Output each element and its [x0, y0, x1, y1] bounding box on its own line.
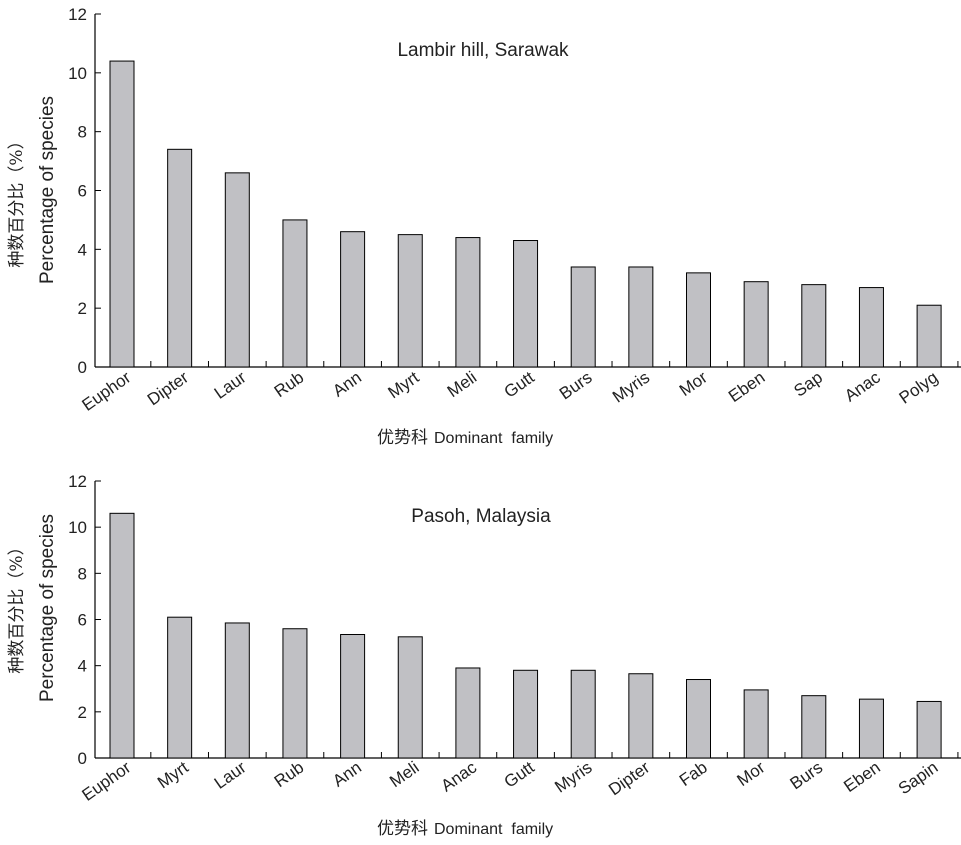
y-tick-label: 4	[78, 657, 87, 676]
x-axis-label-en: Dominant family	[434, 430, 553, 447]
y-tick-label: 2	[78, 299, 87, 318]
bar-ann	[340, 634, 366, 759]
x-tick-label: Dipter	[144, 368, 192, 410]
bar-mor	[686, 272, 711, 368]
bar-myrt	[397, 234, 423, 368]
y-axis-label-cn: 种数百分比（%）	[7, 132, 27, 267]
bar-dipter	[167, 148, 193, 368]
x-tick-label: Rub	[271, 368, 307, 401]
bar-burs	[570, 266, 596, 368]
x-tick-label: Eben	[725, 368, 768, 406]
y-axis-label: Percentage of species	[37, 514, 58, 702]
x-tick-label: Mor	[734, 758, 769, 791]
bar-mor	[743, 689, 769, 759]
x-tick-labels: Euphor Myrt Laur Rub Ann Meli Anac Gutt Myris Dip…	[78, 757, 941, 804]
y-ticks: 0 2 4 6 8 10 12	[68, 472, 101, 768]
bar-euphor	[109, 512, 135, 759]
x-tick-label: Sapin	[895, 758, 942, 799]
bar-eben	[858, 698, 884, 759]
y-tick-label: 6	[78, 182, 87, 201]
bar-anac	[455, 667, 481, 759]
x-tick-label: Dipter	[605, 758, 653, 800]
x-ticks	[150, 361, 959, 367]
y-tick-label: 12	[68, 472, 87, 491]
x-tick-label: Anac	[841, 367, 884, 405]
x-axis-label-en: Dominant family	[434, 821, 553, 838]
bar-gutt	[513, 240, 539, 368]
chart-panel-pasoh: Pasoh, Malaysia 种数百分比（%） Percentage of s…	[7, 472, 961, 839]
bar-dipter	[628, 673, 654, 759]
bar-meli	[397, 636, 423, 759]
x-axis-label: 优势科 Dominant family	[377, 819, 553, 839]
y-tick-label: 12	[68, 5, 87, 24]
y-tick-label: 0	[78, 749, 87, 768]
bar-meli	[455, 237, 481, 368]
x-tick-label: Myrt	[154, 758, 192, 793]
x-tick-label: Ann	[329, 758, 365, 791]
x-tick-label: Eben	[840, 758, 883, 796]
bars	[109, 512, 942, 759]
bar-fab	[686, 679, 711, 759]
bar-sapin	[916, 700, 942, 759]
x-tick-label: Myris	[551, 758, 595, 797]
x-tick-label: Meli	[386, 758, 422, 791]
x-tick-label: Myrt	[385, 368, 423, 403]
x-axis-label: 优势科 Dominant family	[377, 428, 553, 448]
chart-title: Pasoh, Malaysia	[411, 506, 551, 527]
x-tick-label: Gutt	[501, 368, 538, 402]
x-tick-label: Fab	[676, 758, 711, 790]
y-tick-label: 8	[78, 123, 87, 142]
y-ticks: 0 2 4 6 8 10 12	[68, 5, 101, 377]
y-tick-label: 6	[78, 611, 87, 630]
chart-panel-lambir: Lambir hill, Sarawak 种数百分比（%） Percentage…	[7, 5, 961, 448]
x-tick-label: Ann	[329, 368, 365, 401]
x-tick-label: Gutt	[501, 758, 538, 792]
x-tick-label: Laur	[211, 368, 250, 403]
bar-myrt	[167, 616, 193, 759]
x-tick-label: Laur	[211, 758, 250, 793]
x-tick-labels: Euphor Dipter Laur Rub Ann Myrt Meli Gutt Burs My…	[78, 367, 941, 414]
bar-ann	[340, 231, 366, 368]
y-axis-label: Percentage of species	[37, 96, 58, 284]
y-tick-label: 4	[78, 240, 87, 259]
bar-myris	[628, 266, 654, 368]
bar-laur	[224, 622, 250, 759]
bar-burs	[801, 695, 827, 759]
x-tick-label: Myris	[609, 368, 653, 407]
chart-title: Lambir hill, Sarawak	[397, 40, 569, 61]
y-tick-label: 0	[78, 358, 87, 377]
x-tick-label: Burs	[787, 758, 827, 794]
y-tick-label: 2	[78, 703, 87, 722]
y-axis-label-cn: 种数百分比（%）	[7, 538, 27, 673]
x-tick-label: Polyg	[896, 368, 942, 408]
x-tick-label: Meli	[444, 368, 480, 401]
bar-sap	[801, 284, 827, 368]
y-tick-label: 8	[78, 564, 87, 583]
bar-rub	[282, 628, 308, 759]
bar-gutt	[513, 669, 539, 759]
y-tick-label: 10	[68, 518, 87, 537]
x-tick-label: Mor	[676, 368, 711, 401]
x-tick-label: Rub	[271, 758, 307, 791]
bar-eben	[743, 281, 769, 368]
bar-myris	[570, 669, 596, 759]
bar-polyg	[916, 304, 942, 368]
x-tick-label: Sap	[790, 368, 826, 401]
bars	[109, 60, 942, 368]
bar-laur	[224, 172, 250, 368]
bar-rub	[282, 219, 308, 368]
y-tick-label: 10	[68, 64, 87, 83]
x-tick-label: Anac	[438, 757, 481, 795]
x-axis-label-cn: 优势科	[377, 819, 428, 839]
x-axis-label-cn: 优势科	[377, 428, 428, 448]
bar-anac	[858, 287, 884, 368]
bar-euphor	[109, 60, 135, 368]
x-ticks	[150, 752, 959, 758]
x-tick-label: Burs	[556, 368, 596, 404]
